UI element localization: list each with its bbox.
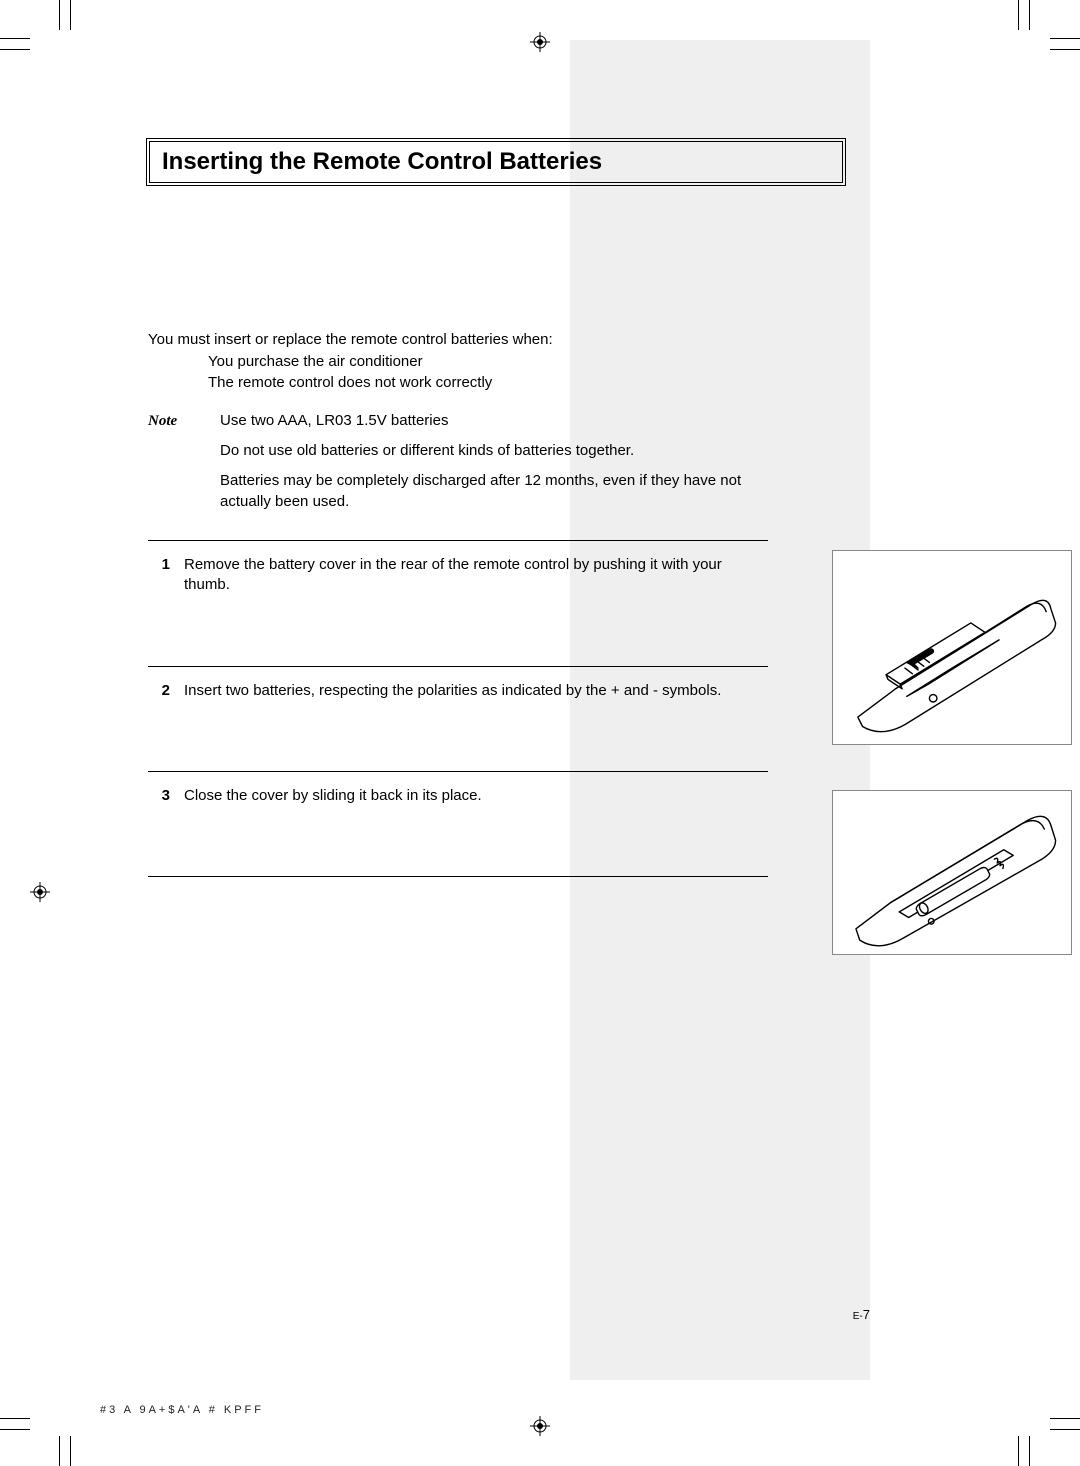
step: 1 Remove the battery cover in the rear o… <box>148 540 768 666</box>
crop-mark <box>1050 49 1080 50</box>
note-row: Note Use two AAA, LR03 1.5V batteries <box>148 411 768 431</box>
intro-bullet: The remote control does not work correct… <box>208 373 768 393</box>
step-number: 3 <box>148 786 184 806</box>
crop-mark <box>59 1436 60 1466</box>
title-box: Inserting the Remote Control Batteries <box>146 138 846 186</box>
intro-bullet: You purchase the air conditioner <box>208 352 768 372</box>
crop-mark <box>70 0 71 30</box>
step-text: Insert two batteries, respecting the pol… <box>184 681 768 701</box>
step: 2 Insert two batteries, respecting the p… <box>148 666 768 771</box>
crop-mark <box>70 1436 71 1466</box>
crop-mark <box>1018 0 1019 30</box>
figure-remote-batteries <box>832 790 1072 955</box>
note-item: Use two AAA, LR03 1.5V batteries <box>220 411 768 431</box>
crop-mark <box>1029 0 1030 30</box>
content-block: You must insert or replace the remote co… <box>148 330 768 522</box>
title-inner: Inserting the Remote Control Batteries <box>149 141 843 183</box>
footer-code: #3 A 9A+$A'A # KPFF <box>100 1404 264 1416</box>
intro: You must insert or replace the remote co… <box>148 330 768 393</box>
crop-mark <box>1050 1418 1080 1419</box>
steps: 1 Remove the battery cover in the rear o… <box>148 540 768 877</box>
registration-mark-icon <box>530 32 550 52</box>
crop-mark <box>0 1429 30 1430</box>
page-number: E-7 <box>853 1307 870 1322</box>
crop-mark <box>1050 38 1080 39</box>
crop-mark <box>0 1418 30 1419</box>
crop-mark <box>1029 1436 1030 1466</box>
page-num-value: 7 <box>863 1307 870 1322</box>
crop-mark <box>0 49 30 50</box>
crop-mark <box>1018 1436 1019 1466</box>
step-number: 1 <box>148 555 184 596</box>
crop-mark <box>0 38 30 39</box>
crop-mark <box>1050 1429 1080 1430</box>
intro-lead: You must insert or replace the remote co… <box>148 330 768 350</box>
registration-mark-icon <box>30 882 50 902</box>
page-prefix: E- <box>853 1311 863 1322</box>
note-label: Note <box>148 411 220 431</box>
step-text: Remove the battery cover in the rear of … <box>184 555 768 596</box>
step: 3 Close the cover by sliding it back in … <box>148 771 768 877</box>
remote-batteries-icon <box>839 797 1065 952</box>
figure-remote-cover <box>832 550 1072 745</box>
page-title: Inserting the Remote Control Batteries <box>162 148 602 175</box>
step-text: Close the cover by sliding it back in it… <box>184 786 768 806</box>
step-number: 2 <box>148 681 184 701</box>
registration-mark-icon <box>530 1416 550 1436</box>
intro-bullets: You purchase the air conditioner The rem… <box>208 352 768 393</box>
page: Inserting the Remote Control Batteries Y… <box>0 0 1080 1466</box>
note-item: Batteries may be completely discharged a… <box>148 471 768 512</box>
note-item: Do not use old batteries or different ki… <box>148 441 768 461</box>
crop-mark <box>59 0 60 30</box>
remote-illustration-icon <box>839 557 1065 741</box>
